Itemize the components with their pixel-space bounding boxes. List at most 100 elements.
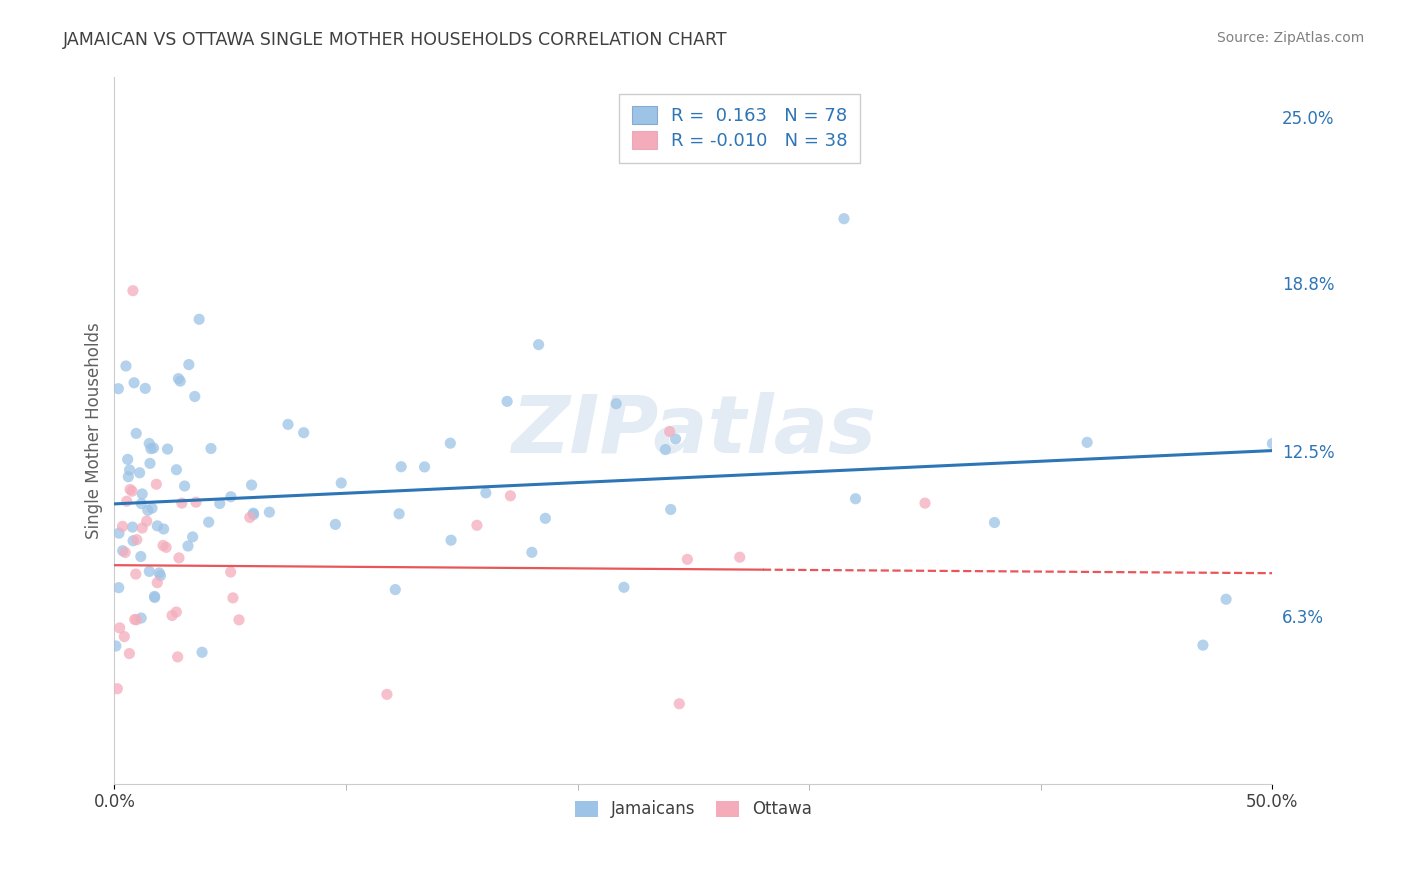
Point bbox=[413, 459, 436, 474]
Point bbox=[117, 452, 139, 467]
Point bbox=[121, 520, 143, 534]
Point bbox=[1192, 638, 1215, 652]
Point bbox=[129, 549, 152, 564]
Point bbox=[165, 463, 187, 477]
Point bbox=[188, 312, 211, 326]
Point bbox=[115, 359, 138, 373]
Point bbox=[242, 508, 264, 522]
Point bbox=[120, 483, 142, 497]
Point bbox=[654, 442, 676, 457]
Point bbox=[658, 425, 681, 439]
Point bbox=[105, 681, 128, 696]
Point bbox=[111, 519, 134, 533]
Point bbox=[148, 566, 170, 580]
Point bbox=[496, 394, 519, 409]
Point bbox=[129, 611, 152, 625]
Point bbox=[219, 565, 242, 579]
Point bbox=[1215, 592, 1237, 607]
Point bbox=[664, 432, 686, 446]
Point bbox=[520, 545, 543, 559]
Point bbox=[125, 426, 148, 441]
Point bbox=[844, 491, 866, 506]
Point bbox=[181, 530, 204, 544]
Point bbox=[139, 442, 162, 456]
Point bbox=[155, 541, 177, 555]
Point bbox=[983, 516, 1005, 530]
Point bbox=[1076, 435, 1098, 450]
Point bbox=[613, 580, 636, 594]
Point bbox=[131, 521, 153, 535]
Point bbox=[142, 441, 165, 455]
Point bbox=[240, 478, 263, 492]
Point bbox=[118, 463, 141, 477]
Point bbox=[534, 511, 557, 525]
Point bbox=[139, 456, 162, 470]
Point bbox=[499, 489, 522, 503]
Point bbox=[167, 550, 190, 565]
Point bbox=[228, 613, 250, 627]
Point bbox=[118, 647, 141, 661]
Point bbox=[152, 539, 174, 553]
Point bbox=[197, 515, 219, 529]
Point bbox=[239, 510, 262, 524]
Point bbox=[465, 518, 488, 533]
Point bbox=[134, 381, 156, 395]
Point bbox=[125, 567, 148, 582]
Point bbox=[375, 687, 398, 701]
Point bbox=[152, 522, 174, 536]
Point bbox=[143, 590, 166, 604]
Point bbox=[128, 466, 150, 480]
Point bbox=[832, 211, 855, 226]
Point bbox=[388, 507, 411, 521]
Point bbox=[121, 484, 143, 499]
Point bbox=[135, 514, 157, 528]
Point bbox=[177, 539, 200, 553]
Point bbox=[107, 382, 129, 396]
Point bbox=[146, 519, 169, 533]
Point bbox=[108, 621, 131, 635]
Point bbox=[167, 371, 190, 385]
Point bbox=[166, 649, 188, 664]
Point bbox=[914, 496, 936, 510]
Point bbox=[122, 284, 145, 298]
Point bbox=[676, 552, 699, 566]
Point bbox=[222, 591, 245, 605]
Point bbox=[389, 459, 412, 474]
Point bbox=[114, 545, 136, 559]
Point bbox=[131, 487, 153, 501]
Point bbox=[169, 374, 191, 388]
Point bbox=[122, 533, 145, 548]
Point bbox=[104, 639, 127, 653]
Point bbox=[165, 605, 187, 619]
Point bbox=[440, 533, 463, 548]
Point bbox=[138, 436, 160, 450]
Point bbox=[170, 496, 193, 510]
Text: JAMAICAN VS OTTAWA SINGLE MOTHER HOUSEHOLDS CORRELATION CHART: JAMAICAN VS OTTAWA SINGLE MOTHER HOUSEHO… bbox=[63, 31, 728, 49]
Point bbox=[173, 479, 195, 493]
Point bbox=[107, 581, 129, 595]
Point bbox=[156, 442, 179, 456]
Point bbox=[668, 697, 690, 711]
Point bbox=[527, 337, 550, 351]
Point bbox=[112, 630, 135, 644]
Point bbox=[191, 645, 214, 659]
Point bbox=[292, 425, 315, 440]
Point bbox=[115, 494, 138, 508]
Point bbox=[141, 501, 163, 516]
Point bbox=[605, 397, 627, 411]
Point bbox=[124, 612, 146, 626]
Text: Source: ZipAtlas.com: Source: ZipAtlas.com bbox=[1216, 31, 1364, 45]
Point bbox=[160, 608, 183, 623]
Point bbox=[475, 486, 498, 500]
Point bbox=[177, 358, 200, 372]
Point bbox=[184, 389, 207, 403]
Point bbox=[125, 613, 148, 627]
Point bbox=[200, 442, 222, 456]
Legend: Jamaicans, Ottawa: Jamaicans, Ottawa bbox=[568, 794, 818, 825]
Point bbox=[384, 582, 406, 597]
Point bbox=[1261, 436, 1284, 450]
Point bbox=[131, 497, 153, 511]
Point bbox=[149, 568, 172, 582]
Point bbox=[330, 475, 353, 490]
Point bbox=[136, 503, 159, 517]
